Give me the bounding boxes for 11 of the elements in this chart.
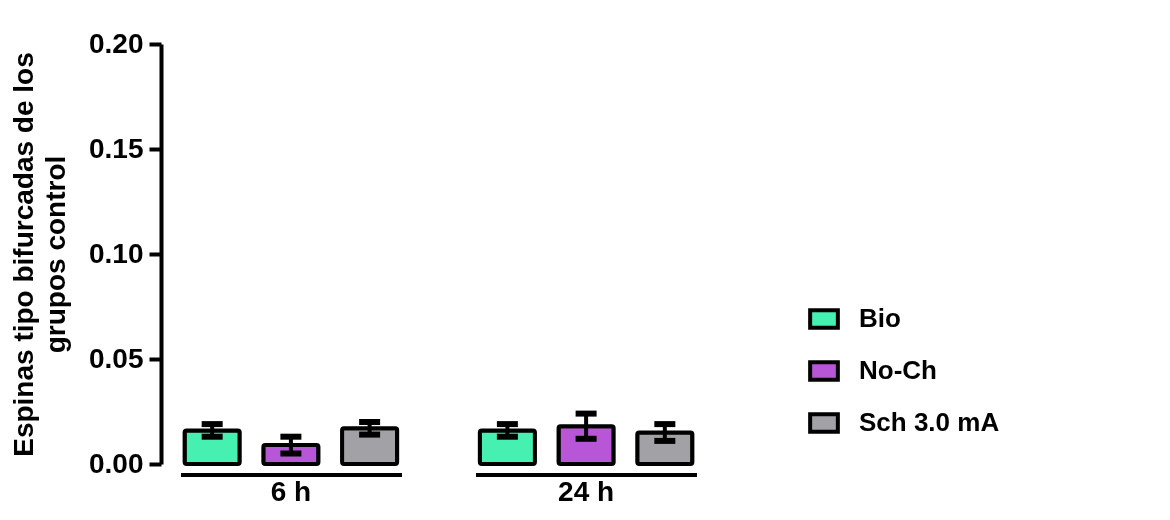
legend-label: Sch 3.0 mA [859, 407, 1000, 437]
y-tick-label: 0.15 [89, 132, 144, 164]
y-tick-label: 0.00 [89, 447, 144, 479]
y-tick-label: 0.05 [89, 342, 144, 374]
legend-label: Bio [859, 303, 901, 333]
x-tick-label: 24 h [558, 475, 615, 507]
y-axis-title: Espinas tipo bifurcadas de los grupos control [8, 52, 71, 457]
y-tick-label: 0.10 [89, 237, 144, 269]
legend-label: No-Ch [859, 355, 937, 385]
y-tick-label: 0.20 [89, 27, 144, 59]
x-tick-label: 6 h [270, 475, 312, 507]
